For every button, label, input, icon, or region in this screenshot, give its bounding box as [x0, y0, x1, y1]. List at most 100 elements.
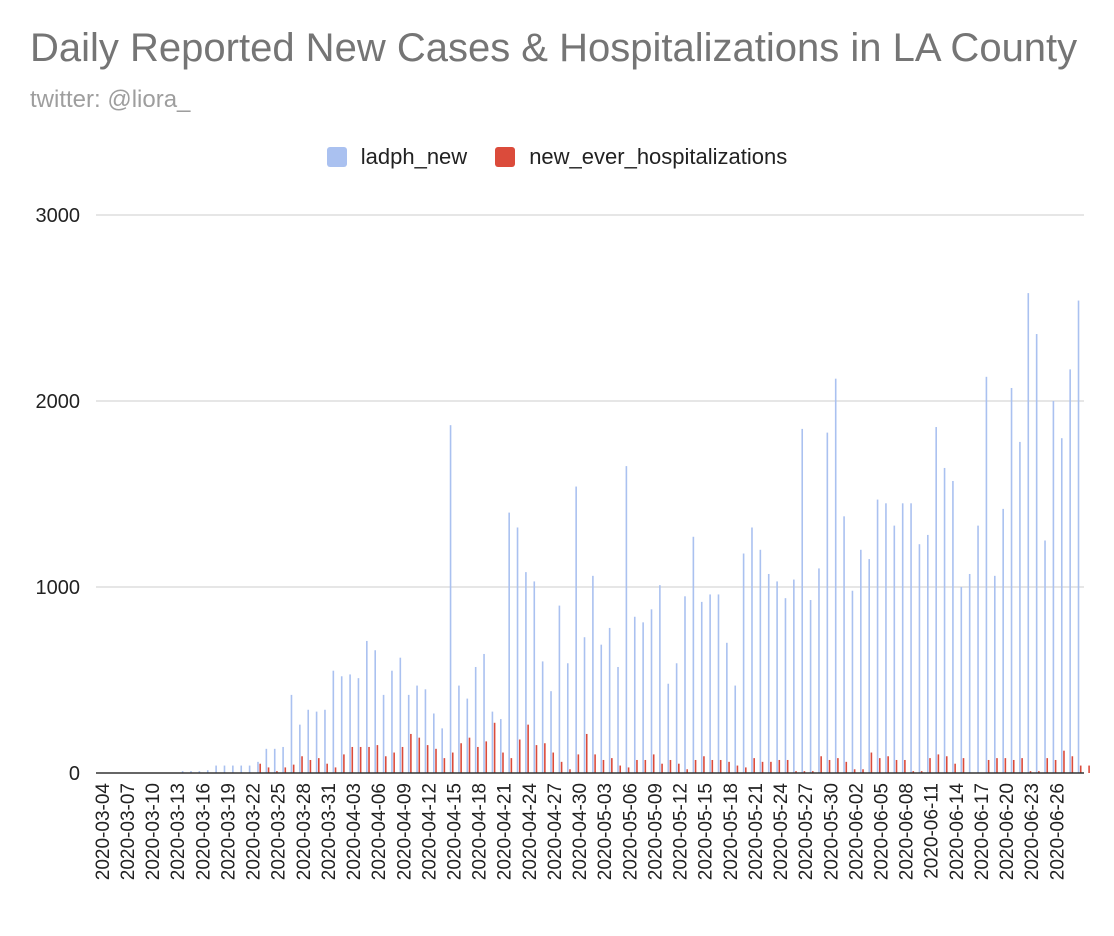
bar-new_ever_hospitalizations — [602, 759, 605, 773]
bar-ladph_new — [232, 765, 234, 773]
bar-new_ever_hospitalizations — [878, 758, 881, 773]
x-tick-label: 2020-06-05 — [872, 783, 893, 880]
x-tick-label: 2020-04-30 — [570, 783, 591, 880]
bar-new_ever_hospitalizations — [368, 746, 370, 773]
x-tick-label: 2020-06-08 — [897, 783, 918, 880]
bar-ladph_new — [910, 503, 912, 773]
bar-new_ever_hospitalizations — [309, 759, 312, 773]
bar-ladph_new — [709, 594, 711, 773]
x-tick-label: 2020-05-30 — [821, 783, 842, 880]
bar-ladph_new — [558, 605, 561, 773]
bar-new_ever_hospitalizations — [619, 765, 622, 773]
bar-new_ever_hospitalizations — [996, 758, 998, 773]
bar-ladph_new — [834, 378, 837, 773]
y-tick-label: 3000 — [36, 205, 81, 227]
bar-new_ever_hospitalizations — [1029, 771, 1032, 773]
bar-ladph_new — [600, 644, 603, 773]
bar-ladph_new — [315, 711, 318, 773]
bar-ladph_new — [223, 765, 226, 773]
x-tick-label: 2020-04-18 — [470, 783, 491, 880]
bar-new_ever_hospitalizations — [1046, 758, 1049, 773]
bar-ladph_new — [248, 765, 251, 773]
bar-ladph_new — [374, 650, 376, 773]
bar-ladph_new — [700, 601, 703, 773]
bar-ladph_new — [935, 427, 937, 773]
bar-new_ever_hospitalizations — [443, 758, 446, 773]
bar-ladph_new — [776, 581, 778, 773]
bar-ladph_new — [282, 746, 284, 773]
bar-ladph_new — [391, 670, 393, 773]
x-tick-label: 2020-05-27 — [796, 783, 817, 880]
x-tick-label: 2020-05-21 — [746, 783, 767, 880]
bar-new_ever_hospitalizations — [920, 771, 923, 773]
bar-ladph_new — [742, 553, 745, 773]
bar-ladph_new — [642, 622, 644, 773]
bar-ladph_new — [793, 579, 795, 773]
bar-ladph_new — [215, 765, 217, 773]
bar-ladph_new — [751, 527, 753, 773]
x-tick-label: 2020-04-21 — [495, 783, 516, 880]
bar-new_ever_hospitalizations — [527, 724, 529, 773]
bar-new_ever_hospitalizations — [468, 737, 471, 773]
bar-new_ever_hospitalizations — [711, 759, 714, 773]
bar-ladph_new — [767, 573, 770, 773]
chart-subtitle: twitter: @liora_ — [30, 86, 191, 113]
bar-new_ever_hospitalizations — [652, 754, 655, 773]
legend: ladph_new new_ever_hospitalizations — [0, 144, 1114, 170]
bar-ladph_new — [885, 503, 887, 773]
bar-ladph_new — [190, 771, 192, 773]
bar-ladph_new — [726, 642, 728, 773]
bar-ladph_new — [684, 596, 686, 773]
bar-new_ever_hospitalizations — [535, 745, 538, 773]
bar-ladph_new — [675, 663, 678, 773]
bar-new_ever_hospitalizations — [1071, 756, 1074, 773]
bar-ladph_new — [349, 674, 351, 773]
bar-ladph_new — [633, 616, 636, 773]
bar-ladph_new — [1002, 508, 1004, 773]
bar-ladph_new — [181, 771, 184, 773]
bar-new_ever_hospitalizations — [636, 759, 638, 773]
bar-new_ever_hospitalizations — [1004, 758, 1007, 773]
x-tick-label: 2020-06-26 — [1047, 783, 1068, 880]
bar-ladph_new — [993, 575, 996, 773]
bar-new_ever_hospitalizations — [317, 758, 320, 773]
bar-ladph_new — [433, 713, 435, 773]
legend-label-new-ever-hospitalizations: new_ever_hospitalizations — [529, 144, 788, 169]
bar-ladph_new — [424, 689, 427, 773]
bar-ladph_new — [382, 694, 385, 773]
bar-new_ever_hospitalizations — [753, 758, 755, 773]
bar-new_ever_hospitalizations — [1021, 758, 1023, 773]
x-tick-label: 2020-05-12 — [671, 783, 692, 880]
bar-ladph_new — [533, 581, 536, 773]
bar-ladph_new — [826, 432, 829, 773]
bar-ladph_new — [759, 549, 762, 773]
bar-ladph_new — [458, 685, 460, 773]
bar-ladph_new — [801, 428, 804, 773]
chart-title: Daily Reported New Cases & Hospitalizati… — [30, 26, 1078, 70]
bar-ladph_new — [843, 516, 845, 773]
bar-ladph_new — [525, 572, 527, 773]
bar-new_ever_hospitalizations — [384, 756, 387, 773]
legend-label-ladph-new: ladph_new — [360, 144, 468, 169]
bar-ladph_new — [407, 694, 410, 773]
x-tick-label: 2020-03-28 — [294, 783, 315, 880]
bar-new_ever_hospitalizations — [1012, 759, 1015, 773]
bar-ladph_new — [466, 698, 469, 773]
bar-new_ever_hospitalizations — [669, 759, 672, 773]
legend-item-new-ever-hospitalizations: new_ever_hospitalizations — [495, 144, 787, 170]
x-tick-label: 2020-06-02 — [846, 783, 867, 880]
bar-new_ever_hospitalizations — [862, 769, 864, 773]
bar-new_ever_hospitalizations — [770, 761, 772, 773]
bar-new_ever_hospitalizations — [351, 746, 354, 773]
bar-new_ever_hospitalizations — [853, 769, 856, 773]
bar-new_ever_hospitalizations — [803, 771, 806, 773]
x-tick-label: 2020-06-23 — [1022, 783, 1043, 880]
bar-ladph_new — [734, 685, 737, 773]
x-tick-label: 2020-05-09 — [645, 783, 666, 880]
bar-new_ever_hospitalizations — [728, 761, 730, 773]
bar-ladph_new — [340, 676, 343, 773]
bar-ladph_new — [617, 666, 619, 773]
bar-ladph_new — [592, 575, 594, 773]
bar-new_ever_hospitalizations — [510, 758, 513, 773]
